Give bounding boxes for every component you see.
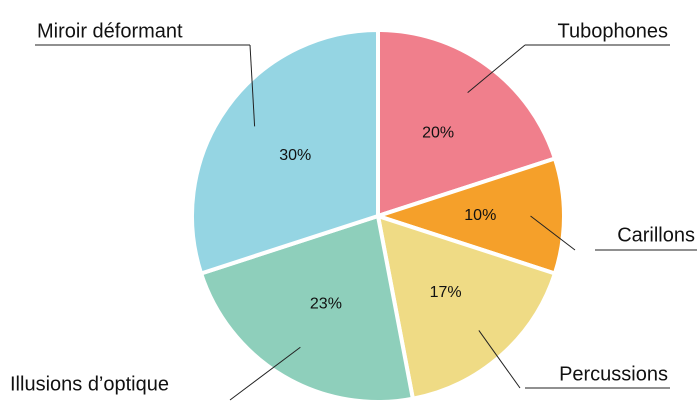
- leader-line: [478, 330, 521, 389]
- category-label: Carillons: [617, 224, 695, 246]
- pie-slice: [376, 27, 558, 219]
- value-label: 30%: [279, 147, 311, 164]
- value-label: 17%: [430, 284, 462, 301]
- leader-line: [530, 215, 576, 251]
- pie-slice: [371, 156, 566, 276]
- pie-slice: [198, 213, 416, 401]
- category-label: Illusions d’optique: [10, 373, 169, 395]
- category-label: Miroir déformant: [37, 20, 183, 42]
- leader-line: [467, 44, 526, 93]
- leader-line: [229, 346, 301, 401]
- value-label: 20%: [422, 124, 454, 141]
- leader-line: [249, 44, 256, 127]
- category-label: Tubophones: [558, 20, 668, 42]
- value-label: 10%: [464, 207, 496, 224]
- pie-slice: [375, 213, 558, 401]
- category-label: Percussions: [559, 363, 668, 385]
- value-label: 23%: [310, 295, 342, 312]
- pie-slice: [190, 27, 380, 276]
